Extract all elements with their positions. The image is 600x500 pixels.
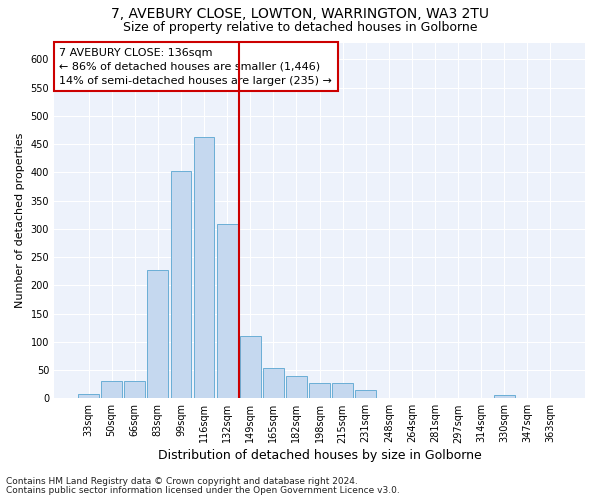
Text: 7, AVEBURY CLOSE, LOWTON, WARRINGTON, WA3 2TU: 7, AVEBURY CLOSE, LOWTON, WARRINGTON, WA… bbox=[111, 8, 489, 22]
Bar bbox=[332, 382, 353, 398]
Bar bbox=[170, 170, 191, 398]
X-axis label: Distribution of detached houses by size in Golborne: Distribution of detached houses by size … bbox=[158, 450, 481, 462]
Bar bbox=[194, 137, 214, 398]
Bar bbox=[263, 368, 284, 398]
Bar bbox=[101, 382, 122, 398]
Text: 7 AVEBURY CLOSE: 136sqm
← 86% of detached houses are smaller (1,446)
14% of semi: 7 AVEBURY CLOSE: 136sqm ← 86% of detache… bbox=[59, 48, 332, 86]
Text: Contains public sector information licensed under the Open Government Licence v3: Contains public sector information licen… bbox=[6, 486, 400, 495]
Text: Size of property relative to detached houses in Golborne: Size of property relative to detached ho… bbox=[123, 21, 477, 34]
Bar bbox=[148, 270, 168, 398]
Bar bbox=[286, 376, 307, 398]
Text: Contains HM Land Registry data © Crown copyright and database right 2024.: Contains HM Land Registry data © Crown c… bbox=[6, 477, 358, 486]
Bar bbox=[355, 390, 376, 398]
Bar bbox=[217, 224, 238, 398]
Bar bbox=[124, 382, 145, 398]
Bar bbox=[240, 336, 260, 398]
Bar bbox=[78, 394, 99, 398]
Bar bbox=[494, 396, 515, 398]
Y-axis label: Number of detached properties: Number of detached properties bbox=[15, 132, 25, 308]
Bar bbox=[309, 382, 330, 398]
